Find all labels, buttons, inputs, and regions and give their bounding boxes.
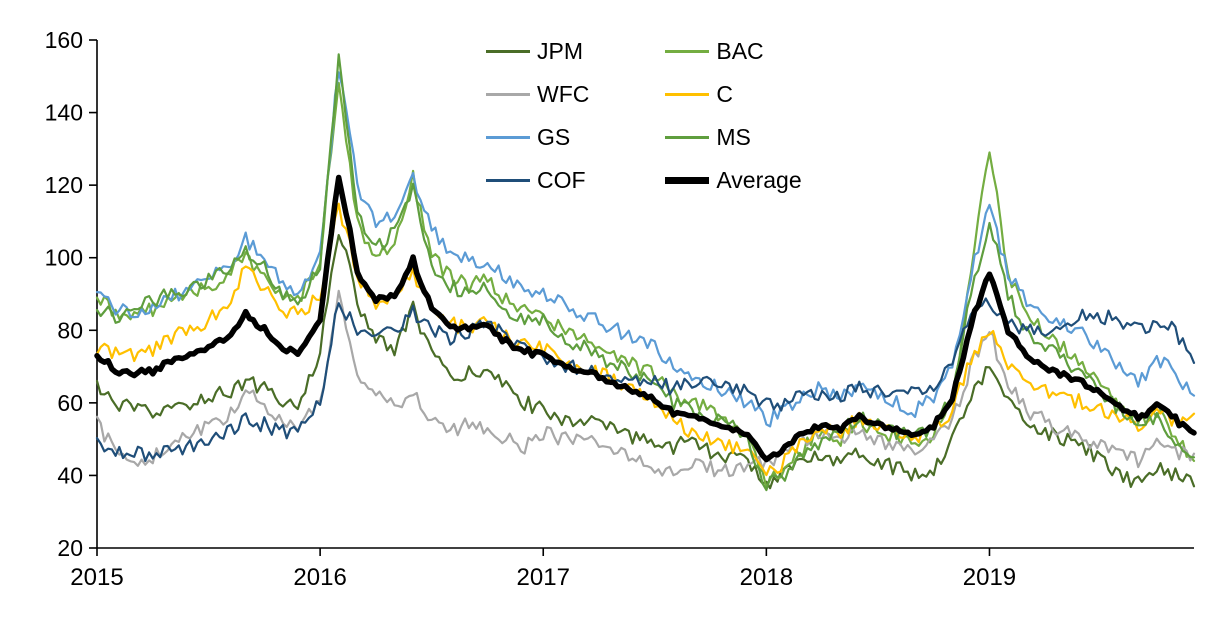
legend-label-c: C <box>716 81 733 107</box>
legend-label-jpm: JPM <box>537 38 583 64</box>
y-axis-tick-label: 140 <box>45 100 83 126</box>
x-axis-tick-label: 2017 <box>517 564 570 591</box>
y-axis-tick-label: 100 <box>45 245 83 271</box>
legend-swatch-ms <box>665 136 710 139</box>
legend-swatch-gs <box>486 136 530 139</box>
legend-label-wfc: WFC <box>537 81 590 107</box>
x-axis-tick-label: 2018 <box>740 564 793 591</box>
legend-swatch-c <box>665 93 710 96</box>
series-line-ms <box>95 53 1196 492</box>
series-line-average <box>94 174 1197 463</box>
legend-item-gs: GS <box>486 126 589 149</box>
y-axis-tick-label: 20 <box>57 535 83 561</box>
legend-item-average: Average <box>665 167 802 193</box>
legend-label-ms: MS <box>716 124 751 150</box>
y-axis-tick-label: 60 <box>57 390 83 416</box>
legend-item-cof: COF <box>486 169 589 192</box>
legend-item-c: C <box>665 83 801 106</box>
legend-swatch-wfc <box>486 93 530 96</box>
x-axis-tick-label: 2015 <box>70 564 123 591</box>
y-axis-tick-label: 160 <box>45 27 83 53</box>
x-axis-tick-label: 2016 <box>293 564 346 591</box>
y-axis-tick-label: 80 <box>57 317 83 343</box>
legend-swatch-jpm <box>486 50 530 53</box>
legend-item-wfc: WFC <box>486 83 589 106</box>
series-line-cof <box>95 297 1196 463</box>
legend-swatch-cof <box>486 179 530 182</box>
x-axis-tick-label: 2019 <box>963 564 1016 591</box>
y-axis-tick-label: 120 <box>45 172 83 198</box>
legend-label-cof: COF <box>537 167 586 193</box>
series-line-gs <box>95 71 1196 428</box>
legend-item-bac: BAC <box>665 40 801 63</box>
legend-label-gs: GS <box>537 124 571 150</box>
y-axis-tick-label: 40 <box>57 462 83 488</box>
series-line-wfc <box>95 289 1196 478</box>
legend-label-bac: BAC <box>716 38 764 64</box>
series-line-jpm <box>95 234 1196 490</box>
legend-item-ms: MS <box>665 126 801 149</box>
legend-label-average: Average <box>716 167 802 193</box>
legend-swatch-bac <box>665 50 710 53</box>
chart-legend: JPM BAC WFC C GS MS COF Average <box>486 40 802 192</box>
series-line-c <box>95 202 1196 477</box>
legend-swatch-average <box>665 177 710 184</box>
legend-item-jpm: JPM <box>486 40 589 63</box>
